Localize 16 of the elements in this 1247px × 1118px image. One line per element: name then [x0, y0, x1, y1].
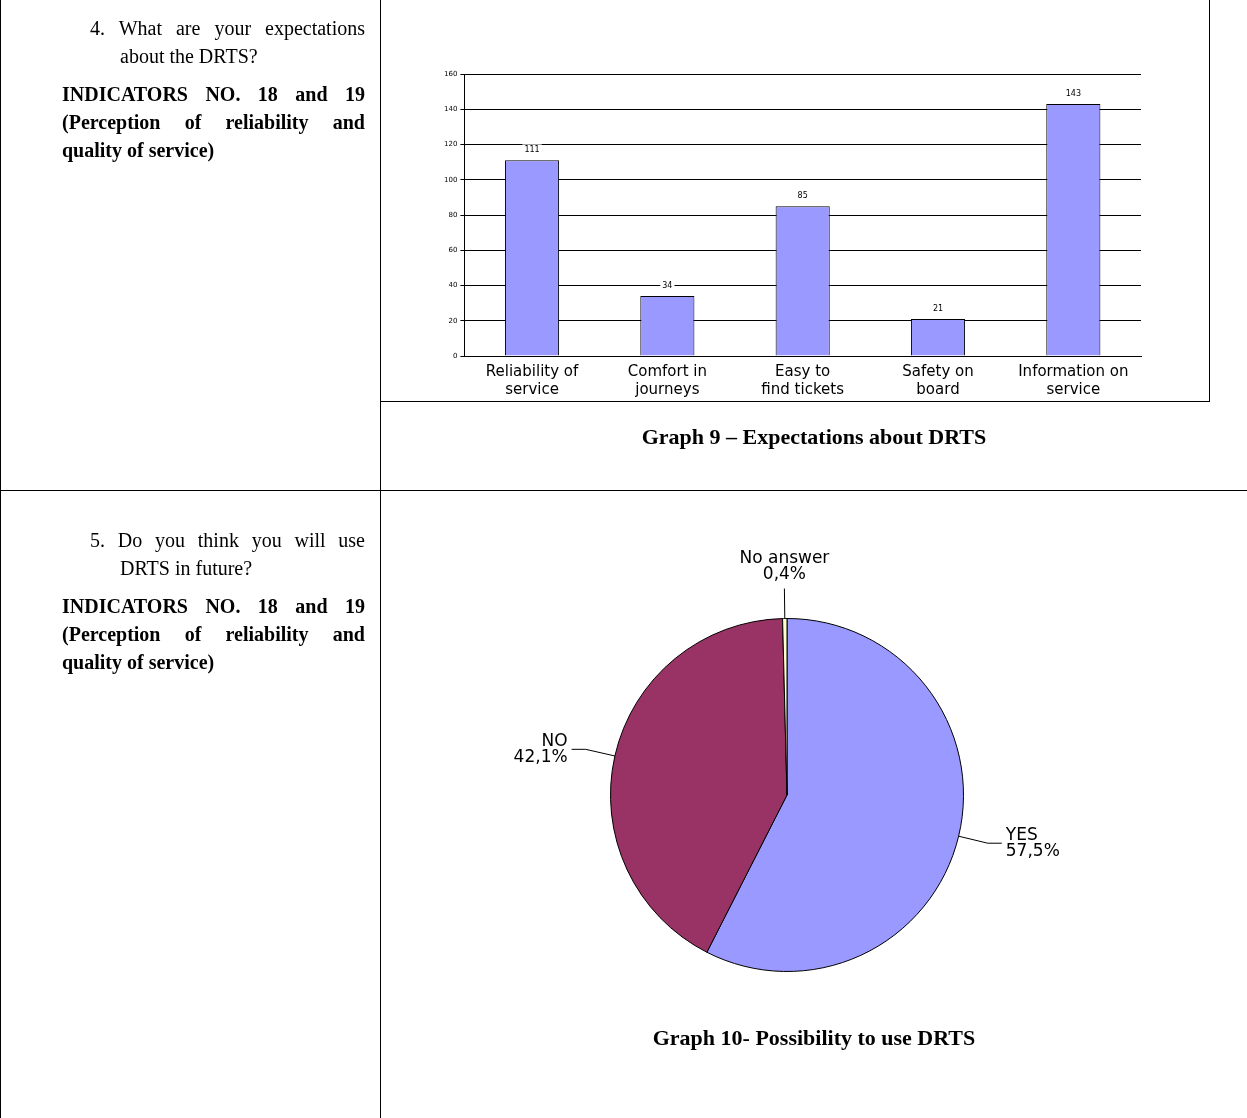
x-tick-label: Safety on board — [902, 361, 974, 398]
x-tick-label: Easy to find tickets — [761, 361, 845, 398]
data-label: 111 — [524, 145, 540, 155]
data-label: 34 — [662, 281, 673, 291]
text: INDICATORS NO. 18 and 19 (Perception of reliability and quality of service) — [62, 82, 365, 164]
x-tick-label: Reliability of service — [485, 361, 579, 398]
data-label: 85 — [797, 191, 808, 201]
text: INDICATORS NO. 18 and 19 (Perception of reliability and quality of service) — [62, 594, 365, 676]
data-label: 21 — [932, 304, 944, 314]
data-label: 143 — [1065, 89, 1081, 99]
text: 4. What are your expectations about the DRTS? — [89, 16, 365, 69]
text: Graph 10- Possibility to use DRTS — [651, 1025, 977, 1051]
x-tick-label: Information on service — [1018, 361, 1129, 398]
text: 5. Do you think you will use DRTS in future? — [89, 528, 365, 581]
text: Graph 9 – Expectations about DRTS — [640, 424, 988, 450]
x-tick-label: Comfort in journeys — [627, 361, 707, 398]
